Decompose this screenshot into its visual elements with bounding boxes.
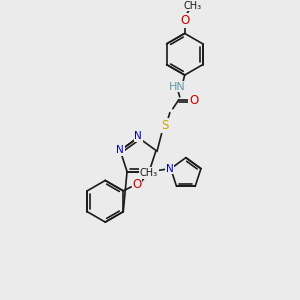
Text: HN: HN (168, 82, 185, 92)
Text: CH₃: CH₃ (140, 168, 158, 178)
Text: N: N (145, 167, 153, 178)
Text: N: N (116, 146, 124, 155)
Text: CH₃: CH₃ (184, 1, 202, 11)
Text: N: N (134, 131, 142, 142)
Text: S: S (161, 119, 169, 132)
Text: O: O (189, 94, 198, 107)
Text: N: N (166, 164, 174, 174)
Text: O: O (133, 178, 142, 191)
Text: O: O (180, 14, 189, 27)
